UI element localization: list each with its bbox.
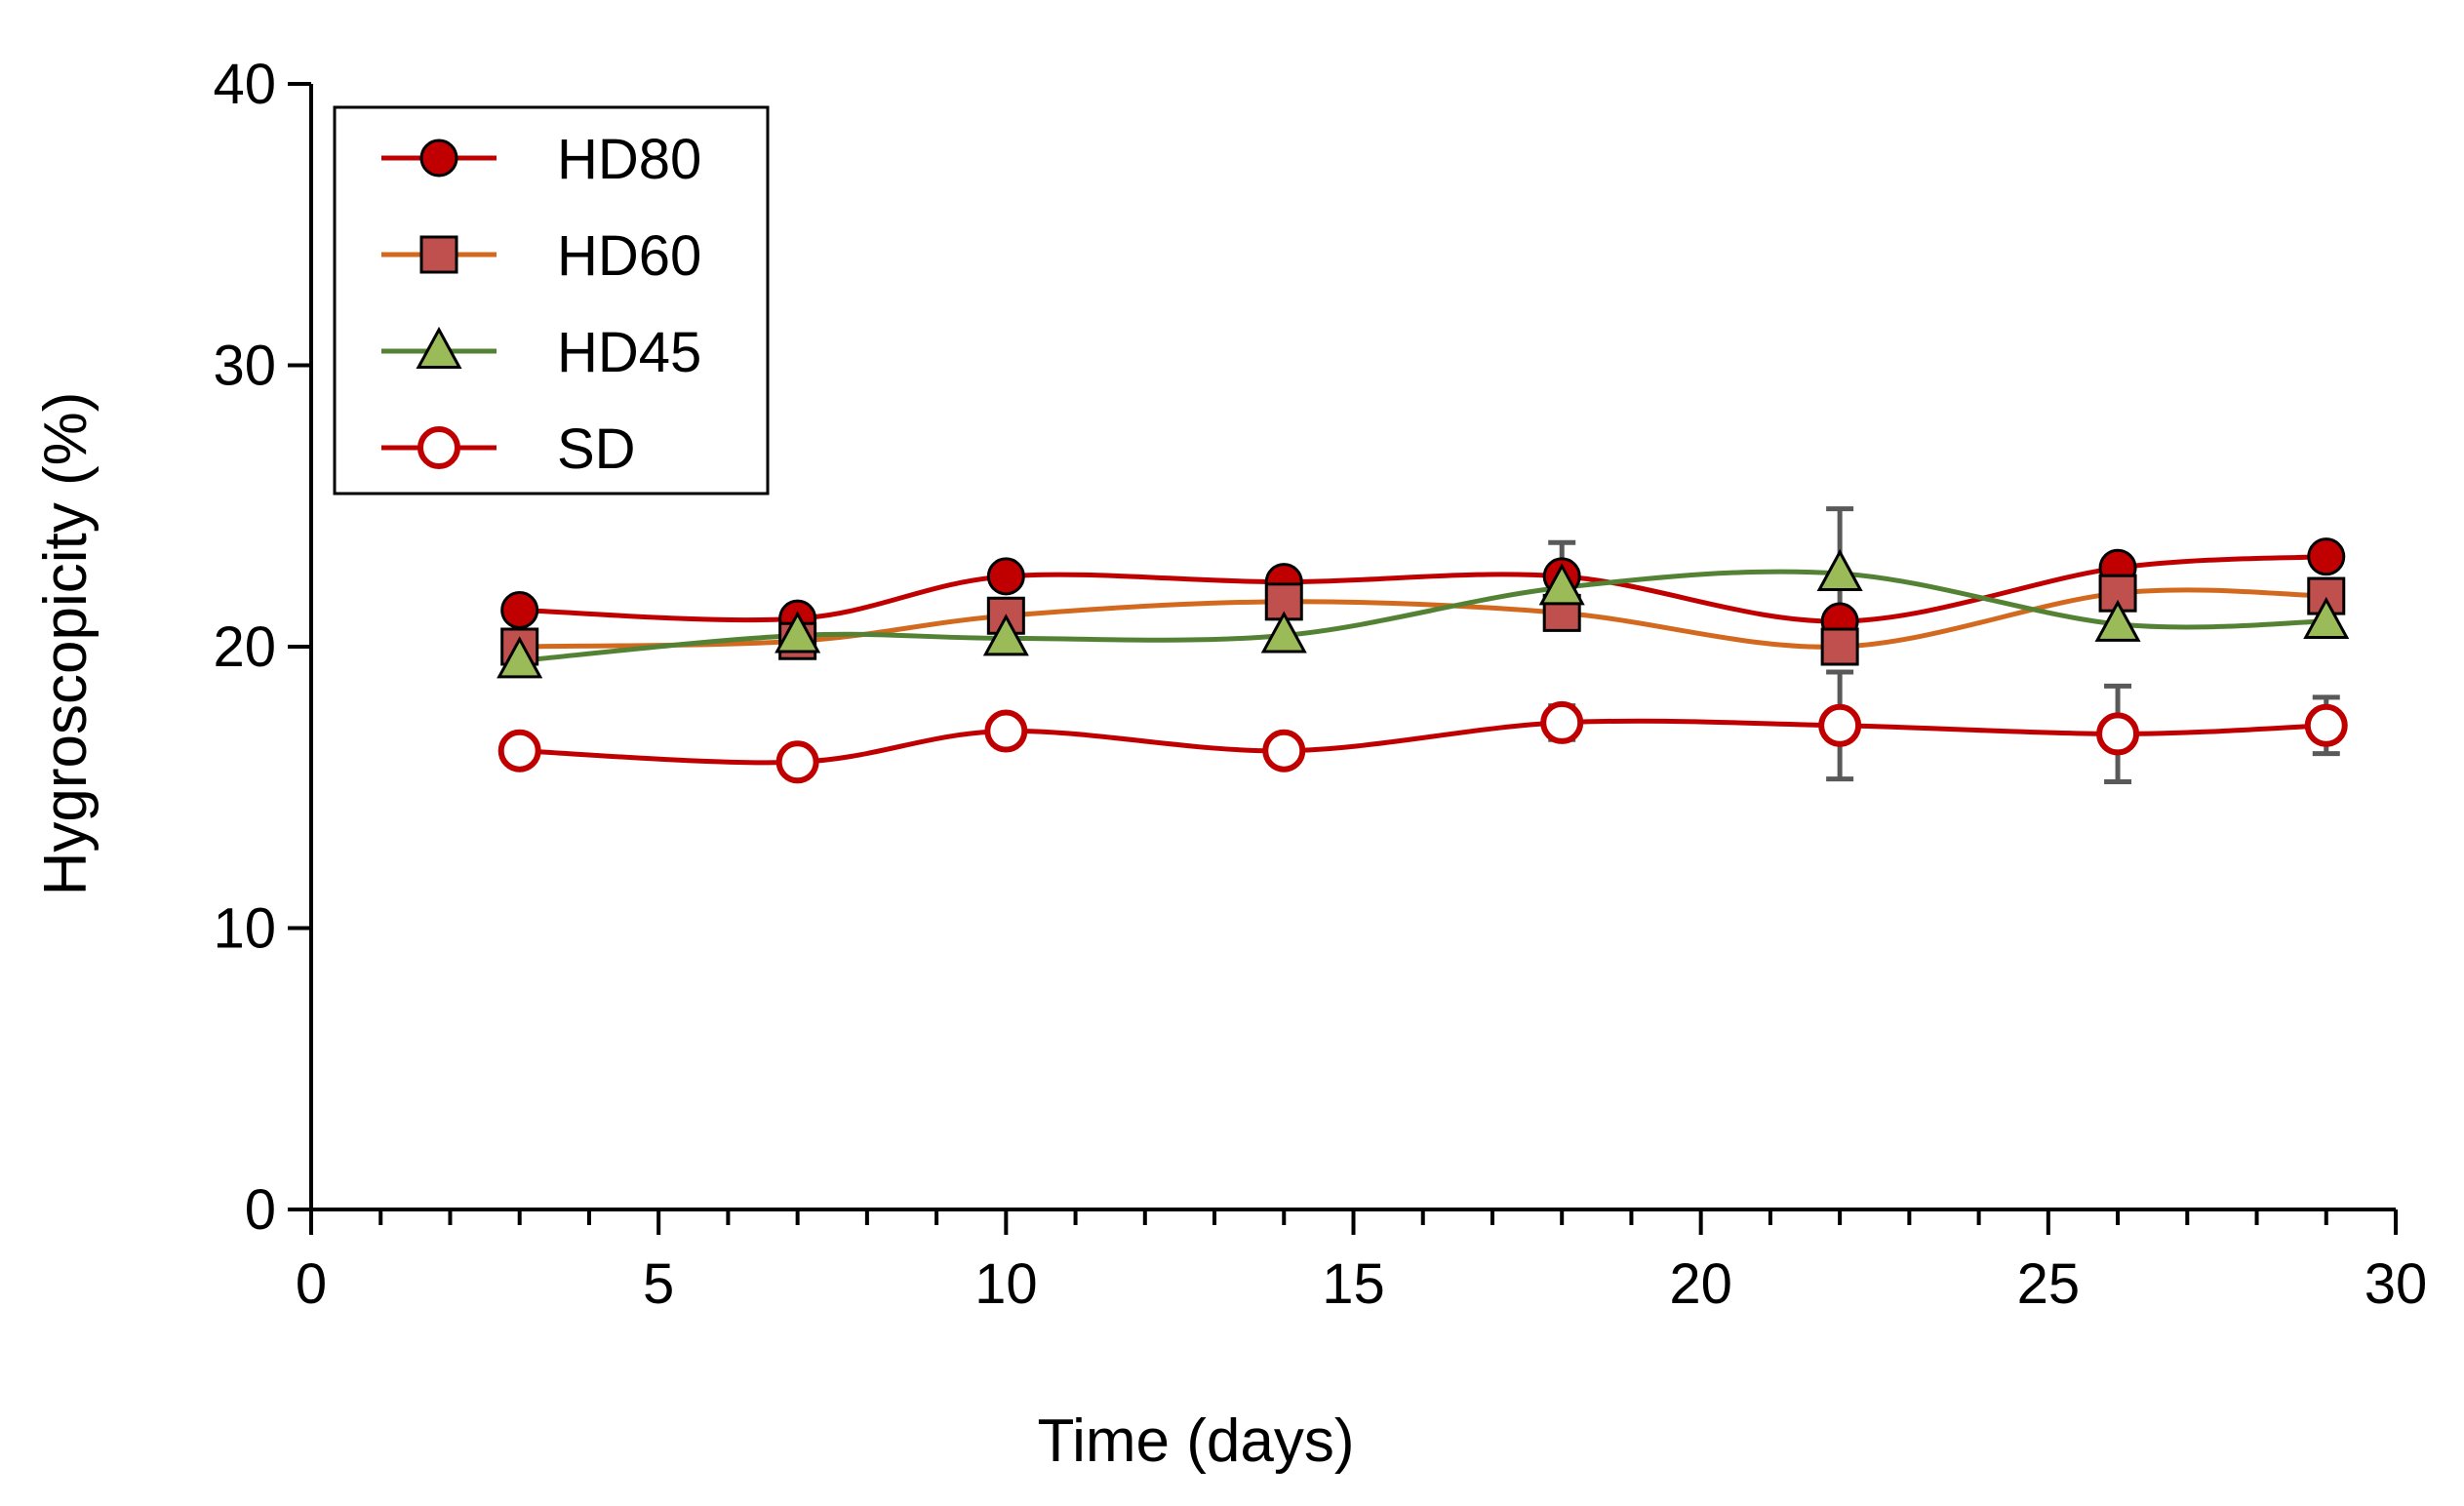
data-point-hd60 [1820,627,1859,666]
x-tick-label: 0 [296,1252,327,1316]
legend-label: SD [557,417,636,481]
legend-box [333,105,770,495]
legend-marker [419,235,458,274]
series-line-sd [519,718,2326,766]
data-point-hd80 [986,557,1025,596]
series-line-hd60 [519,587,2326,650]
data-point-hd80 [500,590,539,629]
x-tick-label: 5 [643,1252,674,1316]
data-point-hd45 [1816,548,1863,591]
data-point-sd [775,740,819,784]
y-tick-label: 30 [213,335,276,398]
legend-marker [416,326,462,369]
y-tick-label: 10 [213,897,276,961]
legend-item-hd45: HD45 [381,321,701,384]
legend-item-sd: SD [381,417,636,481]
data-point-sd [1818,703,1862,747]
legend-item-hd60: HD60 [381,224,701,288]
y-tick-label: 20 [213,615,276,679]
data-point-sd [984,709,1028,753]
data-point-hd45 [775,611,821,654]
data-point-hd45 [1538,563,1585,606]
data-point-hd45 [497,636,543,679]
legend: HD80 HD60 HD45 SD [333,105,770,495]
series-line-hd45 [519,569,2326,663]
x-tick-label: 25 [2017,1252,2081,1316]
x-tick-label: 10 [974,1252,1038,1316]
y-tick-label: 40 [213,53,276,116]
legend-label: HD45 [557,321,701,384]
legend-label: HD80 [557,128,701,191]
axes: 0 10 20 30 40 0 5 10 15 20 25 30 [213,53,2427,1316]
data-point-sd [1262,729,1306,773]
legend-marker [419,139,458,178]
x-tick-label: 15 [1322,1252,1385,1316]
data-point-hd80 [2307,537,2346,576]
data-point-sd [497,729,541,773]
data-point-hd45 [982,614,1029,656]
x-axis-title: Time (days) [1038,1407,1355,1475]
series-lines [519,554,2326,766]
y-axis-title: Hygroscopicity (%) [32,392,99,896]
y-tick-label: 0 [245,1178,276,1242]
data-point-hd45 [2303,596,2350,640]
legend-item-hd80: HD80 [381,128,701,191]
series-line-hd80 [519,554,2326,624]
x-tick-label: 30 [2365,1252,2428,1316]
x-tick-label: 20 [1669,1252,1732,1316]
legend-marker [417,426,460,469]
data-point-hd45 [2094,599,2141,642]
data-point-sd [2096,712,2140,756]
legend-label: HD60 [557,224,701,288]
data-point-sd [1540,700,1584,744]
series-markers [497,537,2350,784]
data-point-sd [2304,703,2348,747]
data-point-hd45 [1260,611,1307,654]
